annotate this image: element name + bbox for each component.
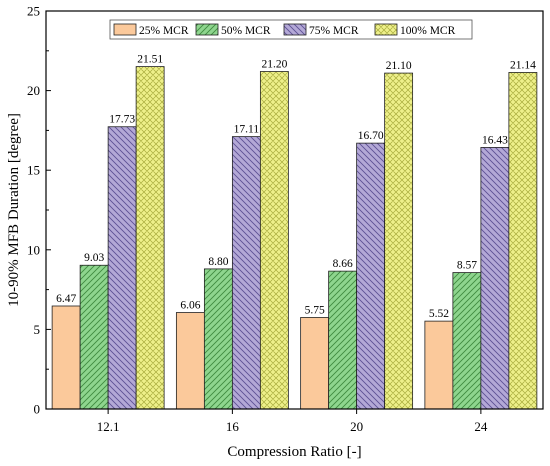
x-tick-label: 16	[226, 419, 240, 434]
data-label: 9.03	[84, 252, 104, 264]
data-label: 6.06	[180, 300, 200, 312]
legend-swatch	[374, 23, 398, 36]
data-label: 21.51	[137, 54, 163, 66]
bars-layer	[51, 66, 538, 410]
data-label: 8.80	[208, 256, 228, 268]
data-label: 17.73	[109, 114, 135, 126]
bar-100-mcr-16	[259, 71, 289, 410]
y-tick-label: 20	[27, 83, 40, 98]
bar-50-mcr-24	[452, 272, 482, 410]
data-label: 21.10	[386, 60, 412, 72]
bar-100-mcr-12-1	[135, 66, 165, 410]
legend-swatch	[195, 23, 219, 36]
data-label: 8.66	[333, 258, 353, 270]
bar-50-mcr-16	[203, 268, 233, 410]
data-label: 6.47	[56, 293, 76, 305]
bar-100-mcr-20	[384, 72, 414, 410]
legend-swatch	[283, 23, 307, 36]
bar-25-mcr-20	[300, 317, 330, 410]
data-labels-layer: 6.47 6.06 5.75 5.52 9.03 8.80 8.66 8.57 17.73 17.…	[56, 54, 536, 321]
data-label: 21.20	[261, 58, 287, 70]
data-label: 17.11	[234, 124, 260, 136]
legend: 25% MCR 50% MCR 75% MCR 100% MCR	[109, 19, 473, 40]
x-tick-label: 24	[474, 419, 488, 434]
legend-label: 100% MCR	[400, 25, 456, 37]
y-tick-label: 0	[34, 402, 41, 417]
bar-25-mcr-16	[175, 312, 205, 410]
bar-75-mcr-24	[480, 147, 510, 410]
bar-50-mcr-20	[328, 270, 358, 410]
data-label: 8.57	[457, 260, 477, 272]
data-label: 16.43	[482, 134, 508, 146]
y-tick-label: 25	[27, 4, 40, 19]
y-axis-title: 10-90% MFB Duration [degree]	[6, 113, 22, 307]
y-tick-label: 15	[27, 163, 40, 178]
data-label: 21.14	[510, 59, 536, 71]
x-axis-title: Compression Ratio [-]	[227, 444, 361, 460]
bar-75-mcr-16	[231, 136, 261, 410]
legend-label: 75% MCR	[309, 25, 359, 37]
bar-50-mcr-12-1	[79, 264, 109, 410]
y-axis: 0 5 10 15 20 25	[27, 4, 51, 417]
legend-label: 50% MCR	[221, 25, 271, 37]
x-tick-label: 12.1	[97, 419, 120, 434]
bar-25-mcr-24	[424, 320, 454, 410]
data-label: 5.75	[305, 304, 325, 316]
data-label: 5.52	[429, 308, 449, 320]
bar-25-mcr-12-1	[51, 305, 81, 410]
bar-75-mcr-20	[356, 142, 386, 410]
x-tick-label: 20	[350, 419, 363, 434]
legend-swatch	[113, 23, 137, 36]
y-tick-label: 5	[34, 322, 41, 337]
legend-label: 25% MCR	[139, 25, 189, 37]
data-label: 16.70	[358, 130, 384, 142]
x-axis: 12.1 16 20 24	[97, 409, 488, 434]
bar-100-mcr-24	[508, 72, 538, 410]
y-tick-label: 10	[27, 242, 40, 257]
bar-75-mcr-12-1	[107, 126, 137, 410]
